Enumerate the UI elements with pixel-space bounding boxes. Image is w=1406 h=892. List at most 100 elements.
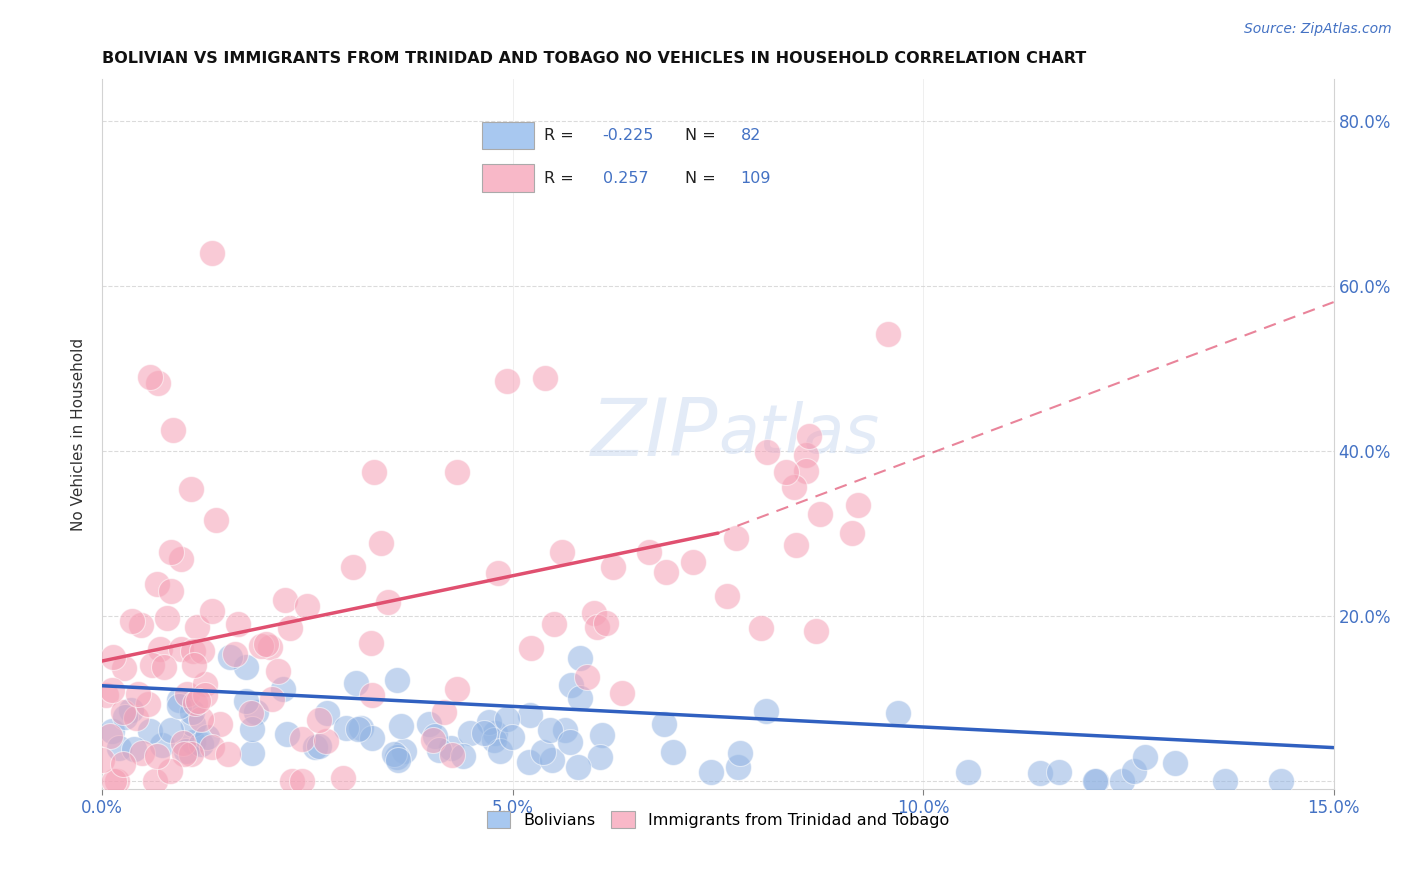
Point	[418, 717, 440, 731]
Point	[174, 744, 197, 758]
Point	[180, 747, 202, 762]
Legend: Bolivians, Immigrants from Trinidad and Tobago: Bolivians, Immigrants from Trinidad and …	[479, 805, 956, 834]
Point	[568, 691, 591, 706]
Point	[728, 746, 751, 760]
Point	[385, 750, 408, 764]
Point	[181, 735, 204, 749]
Point	[271, 682, 294, 697]
Point	[98, 729, 121, 743]
Point	[335, 721, 357, 735]
Point	[520, 641, 543, 656]
Point	[385, 673, 408, 688]
Point	[538, 723, 561, 738]
Point	[226, 616, 249, 631]
Point	[568, 650, 591, 665]
Point	[101, 724, 124, 739]
Point	[239, 706, 262, 720]
Text: ZIP: ZIP	[591, 395, 718, 473]
Point	[440, 740, 463, 755]
Point	[478, 714, 501, 729]
Point	[700, 765, 723, 780]
Point	[315, 734, 337, 748]
Point	[120, 702, 142, 716]
Point	[551, 545, 574, 559]
Point	[496, 712, 519, 726]
Point	[131, 746, 153, 760]
Point	[775, 465, 797, 479]
Point	[195, 730, 218, 744]
Point	[139, 723, 162, 738]
Point	[194, 688, 217, 702]
Point	[167, 692, 190, 706]
Point	[167, 699, 190, 714]
Point	[180, 482, 202, 496]
Point	[543, 616, 565, 631]
Point	[797, 428, 820, 442]
Point	[391, 719, 413, 733]
Point	[114, 710, 136, 724]
Point	[810, 508, 832, 522]
Point	[101, 683, 124, 698]
Point	[217, 747, 239, 761]
Point	[519, 707, 541, 722]
Point	[183, 657, 205, 672]
Point	[370, 535, 392, 549]
Point	[153, 660, 176, 674]
Point	[176, 687, 198, 701]
Point	[240, 747, 263, 761]
Point	[304, 740, 326, 755]
Point	[245, 705, 267, 719]
Point	[150, 738, 173, 752]
Text: BOLIVIAN VS IMMIGRANTS FROM TRINIDAD AND TOBAGO NO VEHICLES IN HOUSEHOLD CORRELA: BOLIVIAN VS IMMIGRANTS FROM TRINIDAD AND…	[103, 51, 1087, 66]
Point	[291, 732, 314, 747]
Point	[112, 661, 135, 675]
Point	[205, 513, 228, 527]
Point	[486, 566, 509, 580]
Point	[347, 722, 370, 736]
Point	[377, 595, 399, 609]
Point	[1111, 773, 1133, 788]
Point	[451, 749, 474, 764]
Point	[94, 689, 117, 703]
Point	[155, 610, 177, 624]
Point	[567, 760, 589, 774]
Point	[127, 687, 149, 701]
Point	[1085, 773, 1108, 788]
Point	[588, 750, 610, 764]
Point	[274, 592, 297, 607]
Text: Source: ZipAtlas.com: Source: ZipAtlas.com	[1244, 22, 1392, 37]
Point	[181, 716, 204, 731]
Point	[186, 620, 208, 634]
Point	[172, 736, 194, 750]
Point	[655, 565, 678, 579]
Point	[841, 525, 863, 540]
Point	[484, 726, 506, 740]
Point	[111, 756, 134, 771]
Point	[260, 692, 283, 706]
Point	[278, 621, 301, 635]
Point	[382, 747, 405, 762]
Point	[360, 635, 382, 649]
Point	[794, 464, 817, 478]
Point	[308, 739, 330, 754]
Point	[291, 773, 314, 788]
Point	[575, 670, 598, 684]
Point	[187, 694, 209, 708]
Point	[783, 480, 806, 494]
Point	[201, 246, 224, 260]
Point	[1029, 766, 1052, 780]
Point	[1047, 764, 1070, 779]
Point	[297, 599, 319, 614]
Point	[201, 604, 224, 618]
Point	[363, 465, 385, 479]
Point	[446, 465, 468, 479]
Point	[184, 696, 207, 710]
Point	[108, 741, 131, 756]
Point	[122, 742, 145, 756]
Point	[308, 713, 330, 727]
Point	[194, 676, 217, 690]
Point	[200, 739, 222, 754]
Point	[146, 376, 169, 391]
Point	[956, 764, 979, 779]
Point	[654, 716, 676, 731]
